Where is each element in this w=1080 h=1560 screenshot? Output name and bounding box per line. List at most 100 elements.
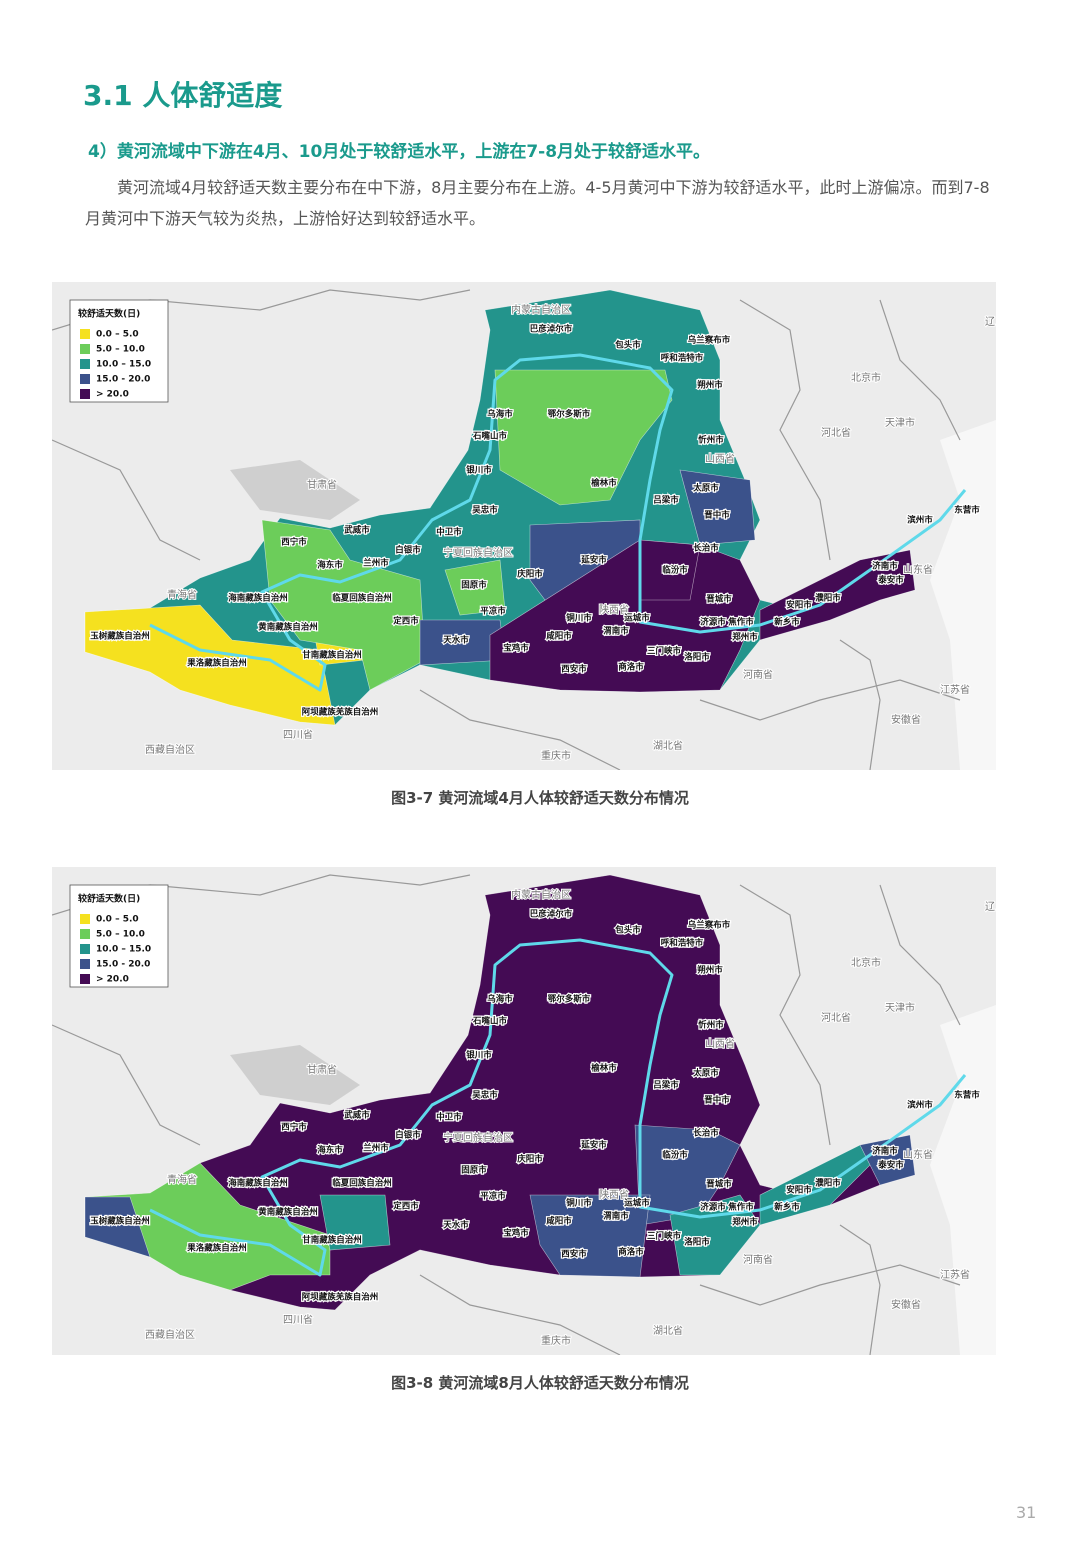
boundary xyxy=(699,1264,961,1306)
province-label: 江苏省 xyxy=(940,1268,970,1281)
heading: 3.1 人体舒适度 xyxy=(83,79,283,112)
boundary xyxy=(839,1224,881,1355)
city-label: 商洛市 xyxy=(618,662,644,673)
city-label: 中卫市 xyxy=(436,527,462,538)
province-label: 山西省 xyxy=(705,452,735,465)
city-label: 郑州市 xyxy=(732,632,758,643)
city-label: 乌海市 xyxy=(487,409,513,420)
city-label: 甘南藏族自治州 xyxy=(302,650,362,661)
city-label: 东营市 xyxy=(954,505,980,516)
province-label: 陕西省 xyxy=(599,1188,629,1201)
city-label: 平凉市 xyxy=(480,1191,506,1202)
city-label: 海南藏族自治州 xyxy=(228,593,288,604)
city-label: 济南市 xyxy=(872,561,898,572)
city-label: 定西市 xyxy=(392,1201,419,1212)
city-label: 乌兰察布市 xyxy=(688,335,731,346)
sea xyxy=(930,420,996,770)
city-label: 咸阳市 xyxy=(546,631,572,642)
city-label: 延安市 xyxy=(580,555,607,566)
city-label: 鄂尔多斯市 xyxy=(548,994,591,1005)
province-label: 山东省 xyxy=(903,563,933,576)
city-label: 黄南藏族自治州 xyxy=(258,1207,318,1218)
city-label: 忻州市 xyxy=(698,435,724,446)
city-label: 长治市 xyxy=(693,543,719,554)
city-label: 宝鸡市 xyxy=(503,1228,529,1239)
province-label: 湖北省 xyxy=(653,739,683,752)
region xyxy=(319,1194,391,1251)
city-label: 临夏回族自治州 xyxy=(332,1178,392,1189)
city-label: 渭南市 xyxy=(603,1211,629,1222)
yellow-river xyxy=(149,938,967,1277)
city-label: 榆林市 xyxy=(591,1063,617,1074)
city-label: 太原市 xyxy=(692,483,719,494)
province-label: 甘肃省 xyxy=(307,1063,337,1076)
city-label: 西宁市 xyxy=(281,1122,307,1133)
region xyxy=(494,369,673,506)
city-label: 三门峡市 xyxy=(647,646,682,657)
boundary xyxy=(419,689,621,770)
city-label: 朔州市 xyxy=(697,380,723,391)
city-label: 乌海市 xyxy=(487,994,513,1005)
city-label: 呼和浩特市 xyxy=(661,353,704,364)
city-label: 安阳市 xyxy=(786,1185,812,1196)
boundary xyxy=(879,299,961,441)
city-label: 晋城市 xyxy=(706,594,732,605)
caption: 图3-7 黄河流域4月人体较舒适天数分布情况 xyxy=(391,789,689,807)
city-label: 银川市 xyxy=(465,465,492,476)
yellow-river xyxy=(149,353,967,692)
legend-label: 10.0 – 15.0 xyxy=(96,360,151,370)
city-label: 阿坝藏族羌族自治州 xyxy=(302,1292,379,1303)
city-label: 玉树藏族自治州 xyxy=(90,631,150,642)
city-label: 吕梁市 xyxy=(653,1080,679,1091)
city-label: 商洛市 xyxy=(618,1247,644,1258)
city-label: 巴彦淖尔市 xyxy=(530,909,573,920)
city-label: 庆阳市 xyxy=(516,1154,543,1165)
region xyxy=(84,604,336,726)
city-label: 新乡市 xyxy=(774,1202,800,1213)
boundary xyxy=(419,1274,621,1355)
city-label: 濮阳市 xyxy=(815,593,841,604)
province-label: 辽 xyxy=(985,901,995,913)
sea xyxy=(930,1005,996,1355)
city-label: 白银市 xyxy=(395,1130,421,1141)
city-label: 乌兰察布市 xyxy=(688,920,731,931)
city-label: 海东市 xyxy=(317,1145,343,1156)
city-label: 忻州市 xyxy=(698,1020,724,1031)
region xyxy=(679,469,756,546)
province-label: 天津市 xyxy=(885,1001,915,1014)
legend-label: > 20.0 xyxy=(96,390,129,400)
city-label: 西安市 xyxy=(561,1249,587,1260)
city-label: 长治市 xyxy=(693,1128,719,1139)
province-label: 内蒙古自治区 xyxy=(511,303,571,316)
province-label: 河南省 xyxy=(743,1253,773,1266)
subheading: 4）黄河流域中下游在4月、10月处于较舒适水平，上游在7-8月处于较舒适水平。 xyxy=(88,142,711,162)
city-label: 洛阳市 xyxy=(684,652,710,663)
region xyxy=(84,1196,151,1258)
boundary xyxy=(739,299,831,561)
city-label: 果洛藏族自治州 xyxy=(186,1243,247,1254)
city-label: 石嘴山市 xyxy=(472,1016,508,1027)
city-label: 定西市 xyxy=(392,616,419,627)
city-label: 天水市 xyxy=(443,635,469,646)
city-label: 济源市 xyxy=(700,617,726,628)
province-label: 安徽省 xyxy=(891,713,921,726)
city-label: 海东市 xyxy=(317,560,343,571)
legend-swatch xyxy=(80,944,90,954)
city-label: 玉树藏族自治州 xyxy=(90,1216,150,1227)
province-label: 宁夏回族自治区 xyxy=(443,1131,513,1144)
city-label: 中卫市 xyxy=(436,1112,462,1123)
city-label: 吕梁市 xyxy=(653,495,679,506)
legend-swatch xyxy=(80,914,90,924)
city-label: 延安市 xyxy=(580,1140,607,1151)
province-label: 西藏自治区 xyxy=(145,743,195,756)
page-number: 31 xyxy=(1016,1503,1037,1522)
tibet-shade xyxy=(230,460,360,520)
city-label: 黄南藏族自治州 xyxy=(258,622,318,633)
city-label: 石嘴山市 xyxy=(472,431,508,442)
city-label: 泰安市 xyxy=(877,575,904,586)
city-label: 咸阳市 xyxy=(546,1216,572,1227)
